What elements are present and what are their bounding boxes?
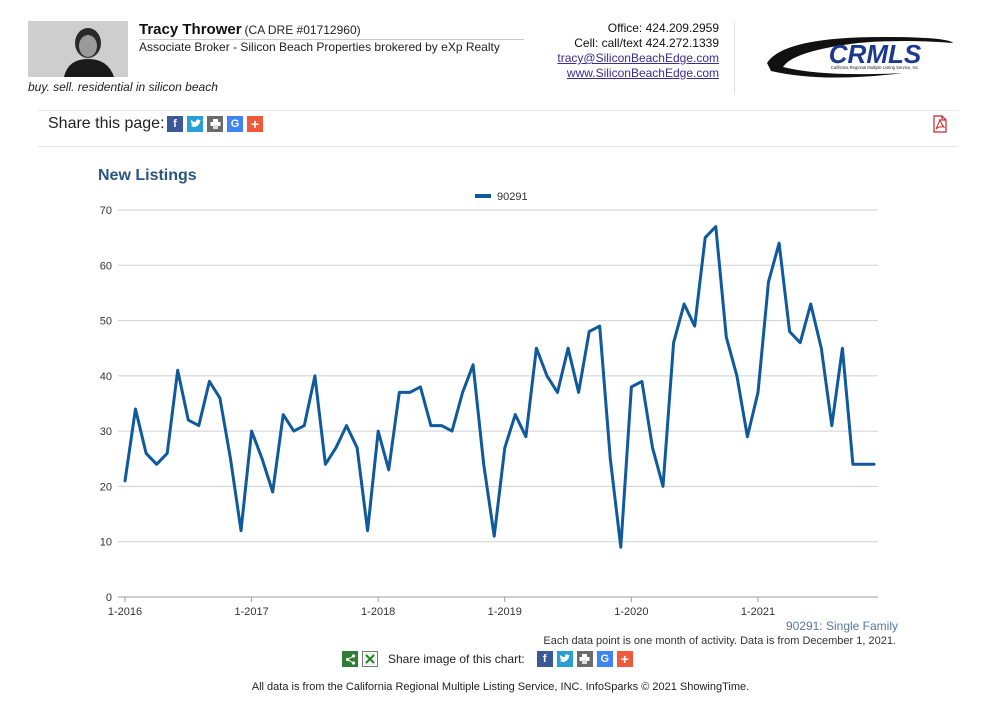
series-note: 90291: Single Family: [785, 619, 898, 633]
facebook-icon[interactable]: f: [167, 116, 183, 132]
x-tick-label: 1-2021: [741, 606, 775, 618]
y-tick-label: 20: [100, 481, 112, 493]
plus-icon[interactable]: +: [616, 651, 633, 667]
pdf-icon[interactable]: [931, 115, 949, 138]
agent-name: Tracy Thrower: [139, 21, 242, 38]
x-tick-label: 1-2018: [361, 606, 395, 618]
share-image-label: Share image of this chart:: [388, 652, 525, 666]
twitter-icon[interactable]: [556, 651, 573, 667]
share-page-label: Share this page:: [48, 115, 165, 132]
y-tick-label: 30: [100, 426, 112, 438]
y-tick-label: 0: [106, 592, 112, 604]
series-line-90291: [123, 225, 876, 549]
agent-title: Associate Broker - Silicon Beach Propert…: [139, 40, 500, 54]
data-note: Each data point is one month of activity…: [543, 635, 896, 647]
share-image-row: Share image of this chart: f G +: [342, 651, 633, 667]
print-icon[interactable]: [207, 116, 223, 132]
crmls-logo: CRMLS California Regional Multiple Listi…: [763, 33, 959, 84]
logo-subtext: California Regional Multiple Listing Ser…: [831, 65, 919, 70]
divider-bottom: [38, 146, 958, 147]
legend-label: 90291: [497, 191, 528, 203]
name-divider: [139, 39, 524, 40]
contact-block: Office: 424.209.2959 Cell: call/text 424…: [557, 21, 719, 81]
office-phone: Office: 424.209.2959: [607, 21, 719, 35]
share-page-icons: f G +: [167, 116, 263, 132]
x-tick-label: 1-2017: [234, 606, 268, 618]
footer-note: All data is from the California Regional…: [251, 681, 750, 693]
x-tick-label: 1-2016: [108, 606, 142, 618]
y-tick-label: 60: [100, 260, 112, 272]
divider-top: [38, 110, 958, 111]
website-link[interactable]: www.SiliconBeachEdge.com: [566, 66, 719, 80]
print-icon[interactable]: [576, 651, 593, 667]
x-tick-label: 1-2020: [614, 606, 648, 618]
email-link[interactable]: tracy@SiliconBeachEdge.com: [557, 51, 719, 65]
plus-icon[interactable]: +: [247, 116, 263, 132]
x-tick-label: 1-2019: [488, 606, 522, 618]
agent-photo: [28, 21, 128, 77]
google-icon[interactable]: G: [596, 651, 613, 667]
cell-phone: Cell: call/text 424.272.1339: [574, 36, 719, 50]
chart-title: New Listings: [98, 167, 197, 184]
y-tick-label: 10: [100, 537, 112, 549]
google-icon[interactable]: G: [227, 116, 243, 132]
header-separator: [734, 22, 735, 94]
excel-icon[interactable]: [362, 651, 378, 667]
y-tick-label: 70: [100, 205, 112, 217]
y-tick-label: 50: [100, 316, 112, 328]
agent-dre: (CA DRE #01712960): [244, 23, 361, 37]
agent-tagline: buy. sell. residential in silicon beach: [28, 80, 218, 94]
logo-text: CRMLS: [829, 39, 922, 69]
agent-name-line: Tracy Thrower (CA DRE #01712960): [139, 21, 361, 38]
twitter-icon[interactable]: [187, 116, 203, 132]
facebook-icon[interactable]: f: [536, 651, 553, 667]
share-icon[interactable]: [342, 651, 358, 667]
y-tick-label: 40: [100, 371, 112, 383]
